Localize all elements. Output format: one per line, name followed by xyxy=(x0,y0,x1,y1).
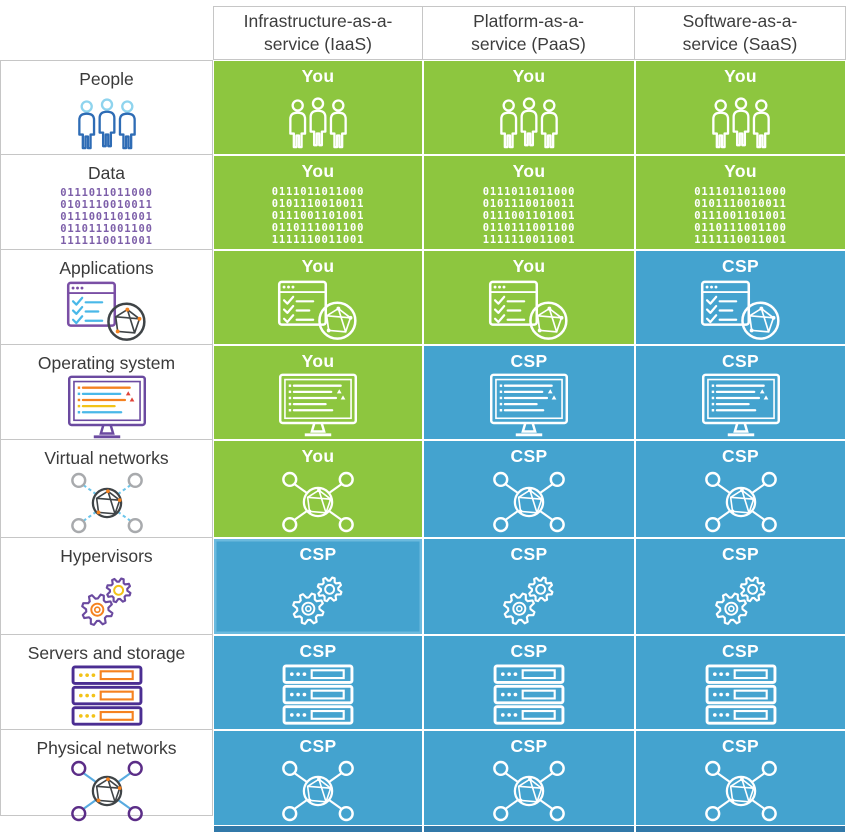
cell-operating-system-paas: CSP xyxy=(424,346,634,439)
bottom-strip xyxy=(214,826,422,832)
owner-label: CSP xyxy=(722,736,759,756)
cell-physical-networks-paas: CSP xyxy=(424,731,634,825)
physical-network-icon xyxy=(636,757,845,825)
row-label-physical-networks: Physical networks xyxy=(0,730,213,822)
owner-label: CSP xyxy=(299,641,337,661)
cell-physical-networks-iaas: CSP xyxy=(214,731,422,825)
owner-label: CSP xyxy=(510,641,548,661)
binary-data-icon: 0111011011000 0101110010011 0111001101001 0… xyxy=(271,185,365,246)
owner-label: You xyxy=(724,66,757,86)
hypervisors-icon xyxy=(1,567,212,634)
cell-servers-storage-paas: CSP xyxy=(424,636,634,729)
applications-icon xyxy=(1,279,212,344)
cell-operating-system-saas: CSP xyxy=(636,346,845,439)
column-header-saas: Software-as-a- service (SaaS) xyxy=(635,6,846,60)
row-label-servers-storage: Servers and storage xyxy=(0,635,213,730)
column-header-saas-label: Software-as-a- service (SaaS) xyxy=(682,10,798,54)
owner-label: CSP xyxy=(722,256,759,276)
applications-icon xyxy=(424,277,634,344)
owner-label: You xyxy=(301,66,335,86)
column-header-iaas: Infrastructure-as-a- service (IaaS) xyxy=(213,6,423,60)
owner-label: You xyxy=(512,66,546,86)
owner-label: You xyxy=(724,161,757,181)
row-label-virtual-networks: Virtual networks xyxy=(0,440,213,538)
cell-people-paas: You xyxy=(424,61,634,154)
row-label-operating-system: Operating system xyxy=(0,345,213,440)
binary-data-icon: 0111011011000 0101110010011 0111001101001 0… xyxy=(694,185,787,246)
cell-applications-paas: You xyxy=(424,251,634,344)
cell-hypervisors-paas: CSP xyxy=(424,539,634,634)
owner-label: CSP xyxy=(510,544,548,564)
owner-label: CSP xyxy=(722,446,759,466)
operating-system-icon xyxy=(214,372,422,440)
servers-icon xyxy=(214,662,422,729)
applications-icon xyxy=(636,277,845,344)
servers-icon xyxy=(424,662,634,729)
column-header-iaas-label: Infrastructure-as-a- service (IaaS) xyxy=(243,10,393,54)
people-icon xyxy=(1,90,212,154)
row-label-hypervisors: Hypervisors xyxy=(0,538,213,635)
operating-system-icon xyxy=(424,372,634,440)
people-icon xyxy=(424,87,634,154)
owner-label: CSP xyxy=(510,351,548,371)
cell-physical-networks-saas: CSP xyxy=(636,731,845,825)
hypervisors-icon xyxy=(636,565,845,634)
cell-hypervisors-iaas: CSP xyxy=(214,539,422,634)
owner-label: You xyxy=(512,256,546,276)
cell-data-paas: You 0111011011000 0101110010011 0111001101… xyxy=(424,156,634,249)
servers-icon xyxy=(636,662,845,729)
virtual-network-icon xyxy=(1,469,212,537)
virtual-network-icon xyxy=(636,467,845,537)
hypervisors-icon xyxy=(214,565,422,634)
owner-label: CSP xyxy=(722,544,759,564)
cell-virtual-networks-iaas: You xyxy=(214,441,422,537)
owner-label: CSP xyxy=(299,736,337,756)
cell-virtual-networks-paas: CSP xyxy=(424,441,634,537)
cell-servers-storage-iaas: CSP xyxy=(214,636,422,729)
physical-network-icon xyxy=(424,757,634,825)
operating-system-icon xyxy=(1,374,212,442)
owner-label: You xyxy=(301,351,335,371)
virtual-network-icon xyxy=(424,467,634,537)
owner-label: CSP xyxy=(299,544,337,564)
cell-operating-system-iaas: You xyxy=(214,346,422,439)
column-header-paas-label: Platform-as-a- service (PaaS) xyxy=(471,10,586,54)
owner-label: CSP xyxy=(510,736,548,756)
column-header-paas: Platform-as-a- service (PaaS) xyxy=(423,6,635,60)
owner-label: You xyxy=(301,161,335,181)
cell-applications-iaas: You xyxy=(214,251,422,344)
physical-network-icon xyxy=(1,759,212,823)
virtual-network-icon xyxy=(214,467,422,537)
applications-icon xyxy=(214,277,422,344)
bottom-strip xyxy=(636,826,845,832)
binary-data-icon: 0111011011000 0101110010011 0111001101001 0… xyxy=(60,186,153,247)
row-label-people: People xyxy=(0,60,213,155)
cell-people-iaas: You xyxy=(214,61,422,154)
cell-virtual-networks-saas: CSP xyxy=(636,441,845,537)
owner-label: You xyxy=(301,446,335,466)
people-icon xyxy=(214,87,422,154)
hypervisors-icon xyxy=(424,565,634,634)
owner-label: You xyxy=(301,256,335,276)
cell-hypervisors-saas: CSP xyxy=(636,539,845,634)
row-label-applications: Applications xyxy=(0,250,213,345)
row-label-data: Data 0111011011000 0101110010011 011100110… xyxy=(0,155,213,250)
physical-network-icon xyxy=(214,757,422,825)
cell-data-iaas: You 0111011011000 0101110010011 0111001101… xyxy=(214,156,422,249)
bottom-strip xyxy=(424,826,634,832)
owner-label: CSP xyxy=(722,641,759,661)
cell-people-saas: You xyxy=(636,61,845,154)
binary-data-icon: 0111011011000 0101110010011 0111001101001 0… xyxy=(482,185,576,246)
operating-system-icon xyxy=(636,372,845,440)
cell-data-saas: You 0111011011000 0101110010011 0111001101… xyxy=(636,156,845,249)
owner-label: CSP xyxy=(510,446,548,466)
cell-servers-storage-saas: CSP xyxy=(636,636,845,729)
owner-label: You xyxy=(512,161,546,181)
people-icon xyxy=(636,87,845,154)
owner-label: CSP xyxy=(722,351,759,371)
servers-icon xyxy=(1,664,212,729)
cell-applications-saas: CSP xyxy=(636,251,845,344)
